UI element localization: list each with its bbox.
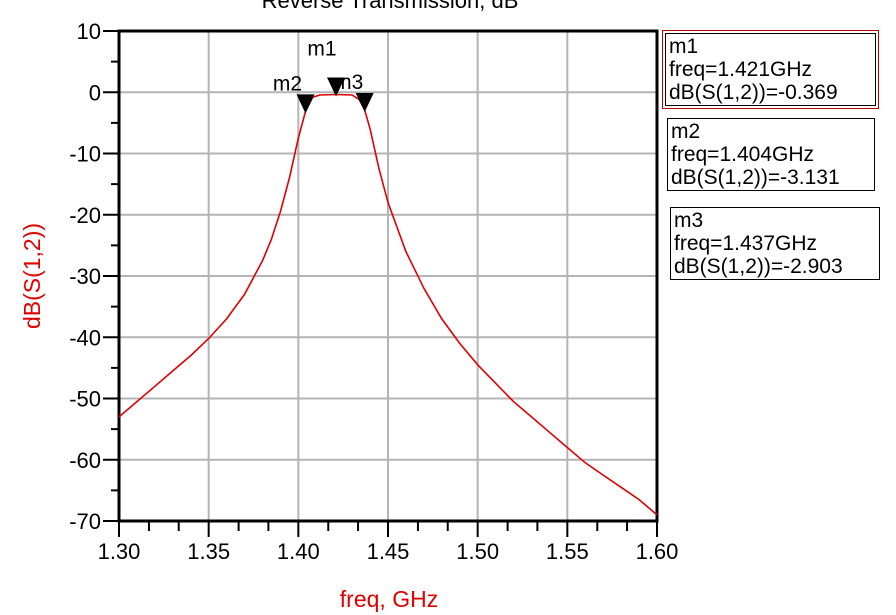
y-tick-label: -70: [69, 509, 101, 534]
m3-name: m3: [674, 209, 704, 232]
y-tick-label: 0: [89, 80, 101, 105]
marker-readout-m1[interactable]: m1 freq=1.421GHz dB(S(1,2))=-0.369: [662, 30, 879, 109]
marker-readout-m2[interactable]: m2 freq=1.404GHz dB(S(1,2))=-3.131: [667, 118, 875, 191]
plot-frame: [117, 29, 659, 523]
y-tick-label: -40: [69, 325, 101, 350]
x-tick-label: 1.45: [367, 539, 410, 564]
m3-freq: freq=1.437GHz: [674, 232, 818, 255]
m1-value: dB(S(1,2))=-0.369: [669, 81, 838, 104]
m3-value: dB(S(1,2))=-2.903: [674, 255, 843, 278]
y-tick-label: -20: [69, 203, 101, 228]
x-tick-label: 1.30: [98, 539, 141, 564]
marker-label-m2: m2: [273, 72, 302, 95]
m1-name: m1: [669, 35, 699, 58]
m2-name: m2: [671, 120, 701, 143]
x-tick-label: 1.50: [456, 539, 499, 564]
marker-label-m3: m3: [334, 71, 363, 94]
x-axis-label: freq, GHz: [340, 586, 438, 612]
y-tick-label: -30: [69, 264, 101, 289]
x-tick-label: 1.60: [636, 539, 679, 564]
marker-triangle-m1: [326, 77, 345, 97]
y-tick-label: -10: [69, 142, 101, 167]
marker-triangle-m2: [296, 94, 315, 114]
m2-value: dB(S(1,2))=-3.131: [671, 166, 840, 189]
chart-title: Reverse Transmission, dB: [262, 0, 519, 13]
y-axis-label: dB(S(1,2)): [19, 223, 45, 329]
x-tick-label: 1.40: [277, 539, 320, 564]
x-tick-label: 1.55: [546, 539, 589, 564]
y-tick-label: -50: [69, 387, 101, 412]
marker-label-m1: m1: [307, 38, 336, 61]
m1-freq: freq=1.421GHz: [669, 58, 813, 81]
m2-freq: freq=1.404GHz: [671, 143, 815, 166]
y-tick-label: -60: [69, 448, 101, 473]
x-tick-label: 1.35: [187, 539, 230, 564]
marker-readout-m3[interactable]: m3 freq=1.437GHz dB(S(1,2))=-2.903: [670, 207, 880, 280]
y-tick-label: 10: [77, 19, 101, 44]
marker-triangle-m3: [355, 93, 374, 113]
